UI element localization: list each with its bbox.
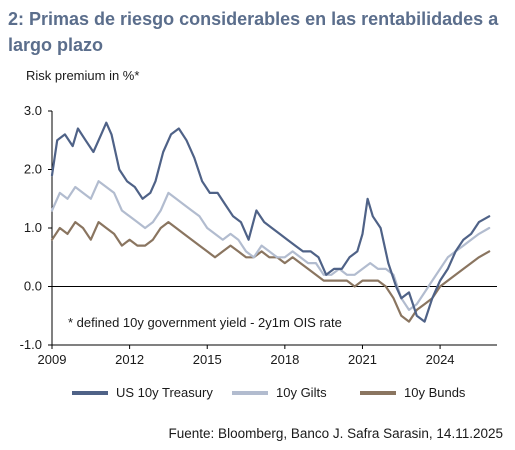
legend-label-bunds: 10y Bunds	[404, 385, 466, 400]
x-tick-label: 2024	[426, 352, 455, 367]
x-tick-label: 2009	[38, 352, 67, 367]
series-line-us-treasury	[50, 121, 491, 323]
series-line-gilts	[50, 180, 491, 311]
y-axis-unit-label: Risk premium in %*	[26, 68, 140, 83]
y-tick-label: -1.0	[20, 337, 42, 352]
legend-item-us-treasury: US 10y Treasury	[72, 385, 213, 400]
x-tick-label: 2012	[115, 352, 144, 367]
legend-item-bunds: 10y Bunds	[360, 385, 465, 400]
y-tick-label: 1.0	[24, 220, 42, 235]
y-tick-label: 3.0	[24, 103, 42, 118]
series-line-bunds	[50, 221, 491, 323]
legend-item-gilts: 10y Gilts	[232, 385, 327, 400]
legend-swatch-us	[72, 390, 108, 395]
y-tick-label: 2.0	[24, 162, 42, 177]
legend-swatch-gilts	[232, 390, 268, 395]
x-tick-label: 2018	[270, 352, 299, 367]
source-note: Fuente: Bloomberg, Banco J. Safra Sarasi…	[168, 426, 503, 441]
chart-series	[50, 121, 491, 323]
legend-swatch-bunds	[360, 390, 396, 395]
chart-footnote: * defined 10y government yield - 2y1m OI…	[68, 315, 342, 330]
x-tick-label: 2021	[348, 352, 377, 367]
y-tick-label: 0.0	[24, 279, 42, 294]
legend-label-us: US 10y Treasury	[116, 385, 213, 400]
x-tick-label: 2015	[193, 352, 222, 367]
legend-label-gilts: 10y Gilts	[276, 385, 327, 400]
chart-title: 2: Primas de riesgo considerables en las…	[8, 9, 499, 55]
chart-legend: US 10y Treasury 10y Gilts 10y Bunds	[0, 385, 515, 407]
